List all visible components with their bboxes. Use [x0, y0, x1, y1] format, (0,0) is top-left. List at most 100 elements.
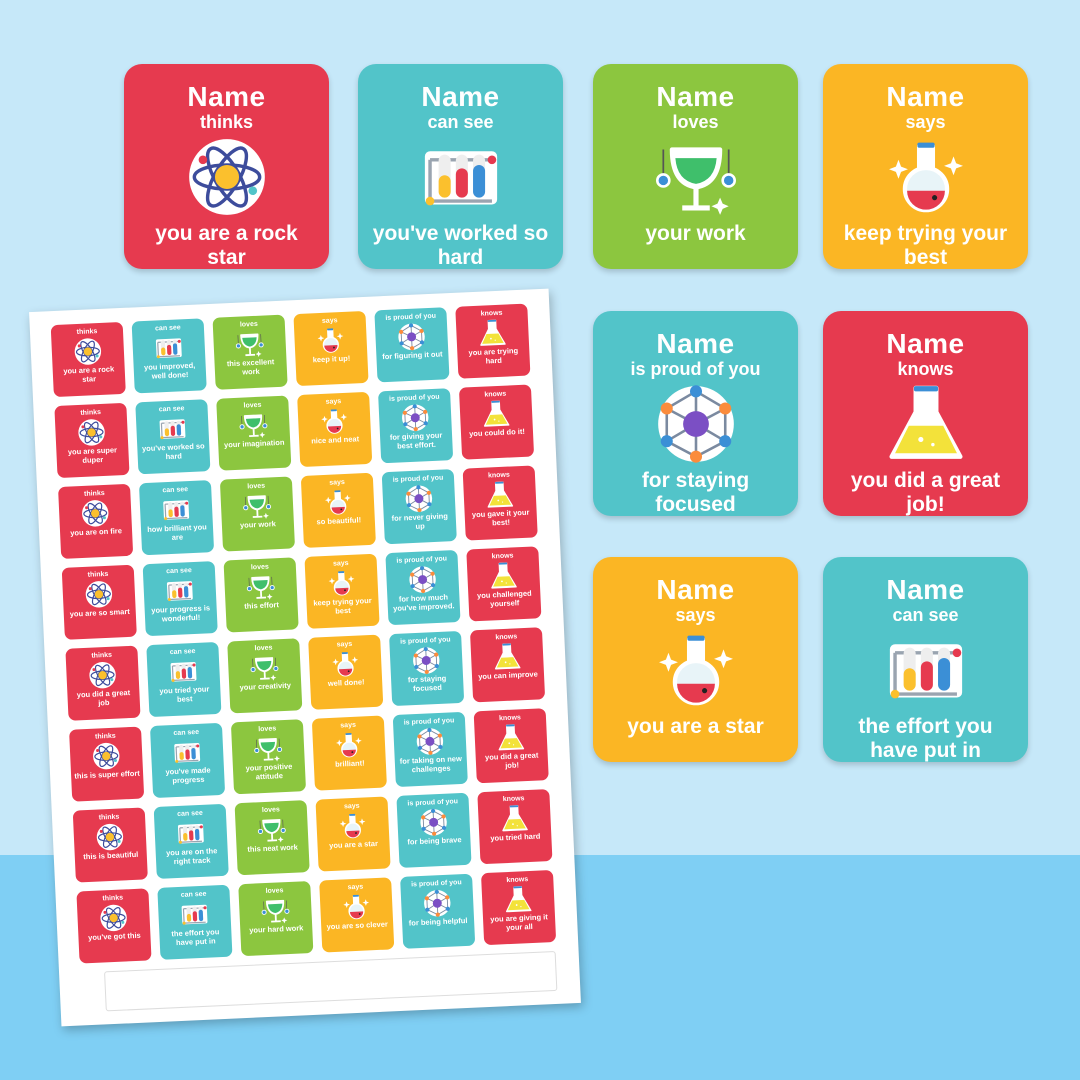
icon-part — [86, 589, 111, 600]
sheet-sticker: can see the effort you have put in — [157, 884, 233, 960]
icon-part — [429, 817, 439, 827]
sticker-message: you improved, well done! — [143, 360, 196, 381]
icon-part — [655, 173, 671, 188]
icon-part — [425, 196, 434, 206]
sticker-icon — [883, 381, 969, 467]
sticker-icon — [492, 641, 523, 672]
icon-part — [504, 818, 526, 830]
icon-part — [330, 409, 337, 412]
sticker-message: you gave it your best! — [471, 507, 530, 527]
sticker-message: you've made progress — [165, 765, 211, 785]
sheet-sticker: loves your imagination — [216, 395, 292, 471]
sheet-sticker: knows you gave it your best! — [462, 465, 538, 541]
sticker-icon — [326, 568, 357, 599]
icon-part — [434, 652, 439, 657]
sticker-message: for taking on new challenges — [399, 753, 462, 774]
sheet-sticker: loves your positive attitude — [230, 719, 307, 795]
sticker-icon — [249, 652, 280, 683]
sheet-sticker: loves your creativity — [227, 638, 303, 714]
sticker-icon — [411, 645, 442, 676]
icon-part — [340, 508, 343, 511]
icon-part — [187, 667, 193, 679]
sticker-message: for figuring it out — [382, 349, 443, 362]
icon-part — [506, 724, 515, 727]
icon-part — [507, 899, 530, 911]
icon-part — [175, 759, 179, 763]
icon-part — [284, 908, 290, 914]
sticker-icon — [319, 406, 350, 437]
icon-part — [166, 581, 193, 601]
icon-part — [423, 421, 428, 426]
icon-part — [338, 571, 345, 574]
icon-part — [686, 635, 705, 641]
icon-part — [512, 744, 515, 746]
sheet-sticker: says nice and neat — [297, 391, 373, 468]
icon-part — [113, 759, 117, 763]
sticker-icon — [653, 627, 739, 713]
sticker-icon — [414, 726, 445, 757]
sticker-message: for being helpful — [408, 915, 468, 928]
icon-part — [248, 186, 257, 196]
icon-part — [432, 898, 442, 908]
sheet-sticker: thinks you've got this — [76, 888, 152, 964]
icon-part — [425, 736, 435, 746]
icon-part — [903, 668, 916, 691]
sticker-message: you've got this — [87, 930, 141, 943]
icon-part — [509, 805, 519, 808]
icon-part — [78, 419, 105, 446]
icon-part — [265, 504, 272, 510]
sticker-icon — [168, 656, 199, 687]
icon-part — [483, 400, 510, 427]
icon-part — [74, 338, 102, 365]
sheet-sticker: is proud of you for being brave — [396, 792, 472, 868]
icon-part — [179, 827, 182, 843]
icon-part — [424, 151, 497, 206]
icon-part — [489, 495, 512, 506]
icon-part — [91, 583, 106, 606]
sticker-message: this effort — [244, 600, 280, 611]
icon-part — [403, 422, 408, 427]
icon-part — [98, 670, 107, 680]
sheet-sticker: says brilliant! — [311, 715, 387, 791]
sticker-verb: can see — [427, 112, 494, 132]
sticker-verb: loves — [672, 112, 719, 132]
icon-part — [170, 662, 197, 682]
icon-part — [87, 428, 96, 437]
sheet-sticker: knows you could do it! — [458, 384, 535, 460]
sheet-sticker: can see you improved, well done! — [131, 318, 207, 394]
icon-part — [101, 913, 126, 923]
icon-part — [417, 734, 422, 739]
sticker-message: nice and neat — [311, 434, 360, 446]
icon-part — [188, 582, 192, 586]
sticker-icon — [653, 381, 739, 467]
icon-part — [235, 333, 264, 357]
sticker-icon — [260, 895, 291, 926]
icon-part — [889, 644, 962, 699]
icon-part — [82, 500, 109, 527]
icon-part — [494, 339, 496, 341]
icon-part — [657, 385, 734, 463]
icon-part — [175, 746, 178, 762]
icon-part — [317, 334, 325, 342]
sticker-icon — [245, 571, 276, 602]
sticker-message: your work — [239, 519, 277, 530]
icon-part — [425, 907, 430, 912]
icon-part — [183, 833, 188, 841]
icon-part — [890, 689, 899, 699]
icon-part — [250, 657, 279, 681]
icon-part — [109, 913, 118, 923]
icon-part — [920, 661, 933, 691]
icon-part — [421, 826, 426, 831]
icon-part — [324, 490, 351, 515]
icon-part — [502, 805, 528, 832]
icon-part — [505, 886, 532, 913]
sheet-sticker: can see you've worked so hard — [135, 399, 211, 475]
icon-part — [406, 491, 411, 496]
sticker-icon — [396, 321, 427, 352]
sticker-message: you can improve — [478, 669, 538, 682]
icon-part — [513, 886, 522, 889]
icon-part — [423, 647, 428, 652]
icon-part — [255, 350, 262, 357]
icon-part — [485, 414, 508, 425]
sheet-sticker: thinks you are a rock star — [50, 321, 126, 398]
